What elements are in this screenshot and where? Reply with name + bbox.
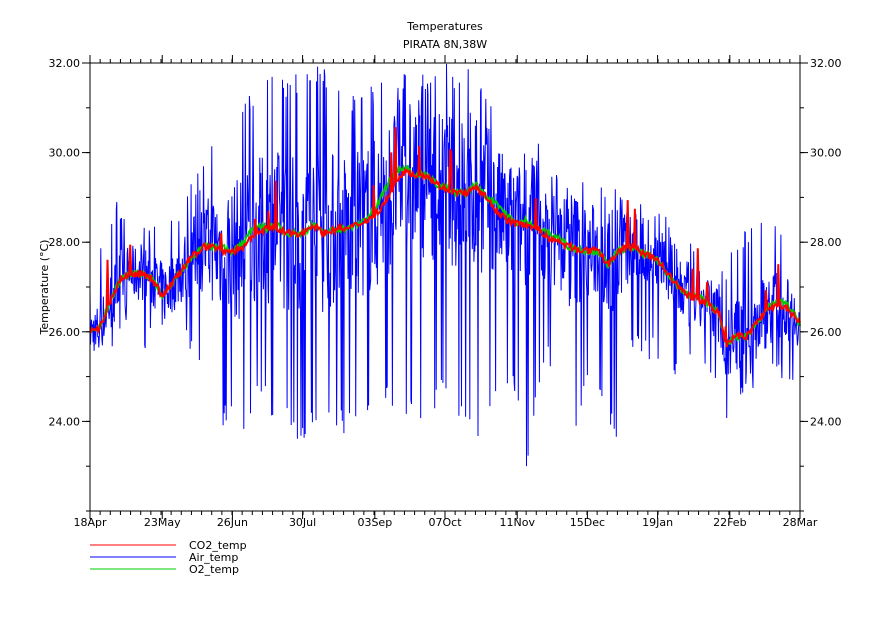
y-tick-label-right: 24.00 — [810, 415, 842, 428]
x-tick-label: 26Jun — [217, 516, 248, 529]
series-air-temp — [89, 63, 801, 467]
y-tick-label-right: 32.00 — [810, 57, 842, 70]
legend-label-co2-temp: CO2_temp — [189, 539, 247, 552]
x-tick-label: 11Nov — [500, 516, 536, 529]
y-tick-label-right: 28.00 — [810, 236, 842, 249]
y-tick-label-right: 26.00 — [810, 326, 842, 339]
x-tick-label: 30Jul — [289, 516, 316, 529]
legend-label-o2-temp: O2_temp — [189, 563, 239, 576]
y-tick-label-left: 32.00 — [49, 57, 81, 70]
x-tick-label: 23May — [144, 516, 181, 529]
y-tick-label-left: 30.00 — [49, 147, 81, 160]
chart-title: Temperatures — [406, 20, 483, 33]
x-tick-label: 19Jan — [642, 516, 673, 529]
series-co2-temp — [89, 127, 801, 348]
y-tick-label-left: 26.00 — [49, 326, 81, 339]
y-tick-label-left: 28.00 — [49, 236, 81, 249]
axes: 24.00 24.00 26.00 26.00 28.00 28.00 30.00 30.00… — [49, 55, 842, 529]
y-tick-label-right: 30.00 — [810, 147, 842, 160]
legend-label-air-temp: Air_temp — [189, 551, 238, 564]
x-tick-label: 07Oct — [428, 516, 462, 529]
x-tick-label: 18Apr — [73, 516, 107, 529]
y-axis-label: Temperature (°C) — [38, 240, 51, 336]
x-tick-label: 22Feb — [713, 516, 746, 529]
plot-area — [89, 63, 801, 467]
chart-subtitle: PIRATA 8N,38W — [403, 38, 487, 51]
x-tick-label: 28Mar — [783, 516, 818, 529]
x-tick-label: 03Sep — [357, 516, 392, 529]
y-tick-label-left: 24.00 — [49, 415, 81, 428]
x-tick-label: 15Dec — [570, 516, 605, 529]
